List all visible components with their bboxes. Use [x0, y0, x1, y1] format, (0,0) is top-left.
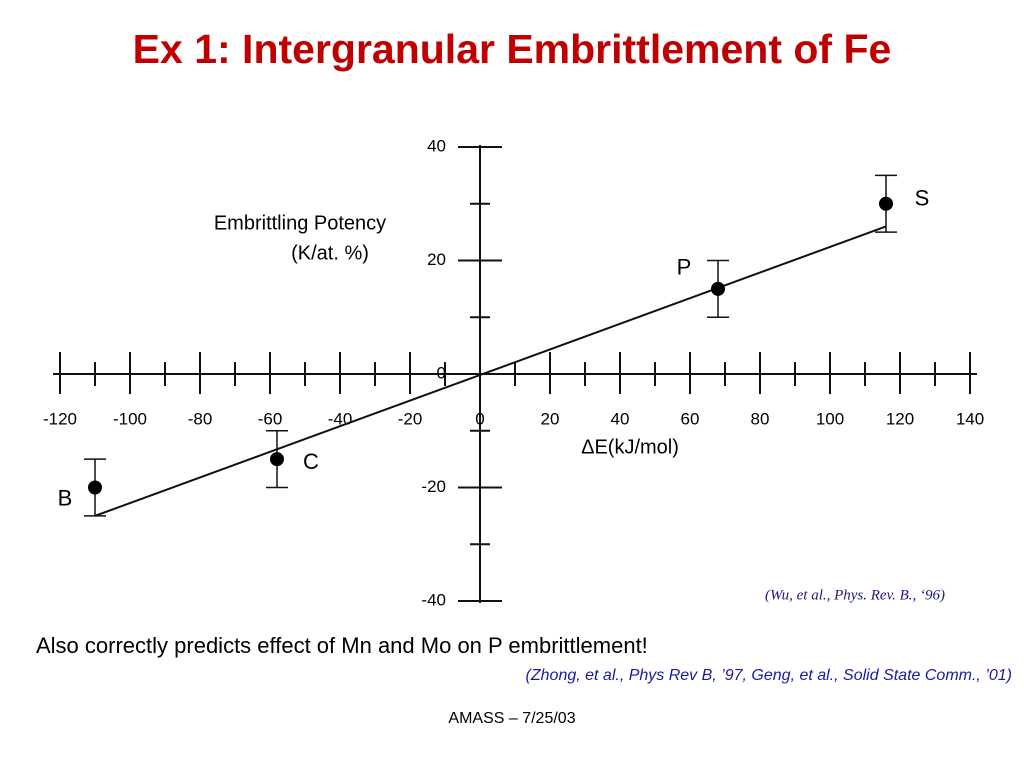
- point-label: C: [303, 449, 319, 474]
- point-label: S: [915, 186, 930, 211]
- y-tick-label: 0: [437, 363, 446, 382]
- x-tick-label: 20: [541, 409, 560, 428]
- citation: (Wu, et al., Phys. Rev. B., ‘96): [765, 587, 945, 603]
- x-tick-label: 80: [751, 409, 770, 428]
- y-tick-label: -20: [421, 477, 446, 496]
- slide-title: Ex 1: Intergranular Embrittlement of Fe: [133, 26, 892, 72]
- x-tick-label: -60: [258, 409, 283, 428]
- x-tick-label: 0: [475, 409, 484, 428]
- note-citation: (Zhong, et al., Phys Rev B, ’97, Geng, e…: [526, 667, 1012, 684]
- x-tick-label: -100: [113, 409, 147, 428]
- fit-line: [94, 225, 887, 517]
- y-axis-title: Embrittling Potency: [214, 212, 386, 234]
- x-tick-label: -80: [188, 409, 213, 428]
- point-label: P: [677, 255, 692, 280]
- x-tick-label: 40: [611, 409, 630, 428]
- x-tick-label: -120: [43, 409, 77, 428]
- y-tick-label: 20: [427, 250, 446, 269]
- footer: AMASS – 7/25/03: [448, 710, 575, 727]
- x-axis-title: ΔE(kJ/mol): [581, 436, 679, 458]
- point: [270, 452, 284, 467]
- point-label: B: [58, 485, 73, 510]
- y-axis-title: (K/at. %): [291, 242, 369, 264]
- point: [879, 196, 893, 211]
- chart: -120 -100 -80 -60 -40 -20 0 20 40 60 80 100 120 140-4…: [43, 136, 984, 609]
- x-tick-label: 60: [681, 409, 700, 428]
- x-tick-label: 140: [956, 409, 984, 428]
- point: [88, 480, 102, 495]
- y-tick-label: 40: [427, 136, 446, 155]
- x-tick-label: 120: [886, 409, 914, 428]
- note: Also correctly predicts effect of Mn and…: [36, 633, 648, 658]
- x-tick-label: 100: [816, 409, 844, 428]
- point: [711, 281, 725, 296]
- x-tick-label: -20: [398, 409, 423, 428]
- y-tick-label: -40: [421, 590, 446, 609]
